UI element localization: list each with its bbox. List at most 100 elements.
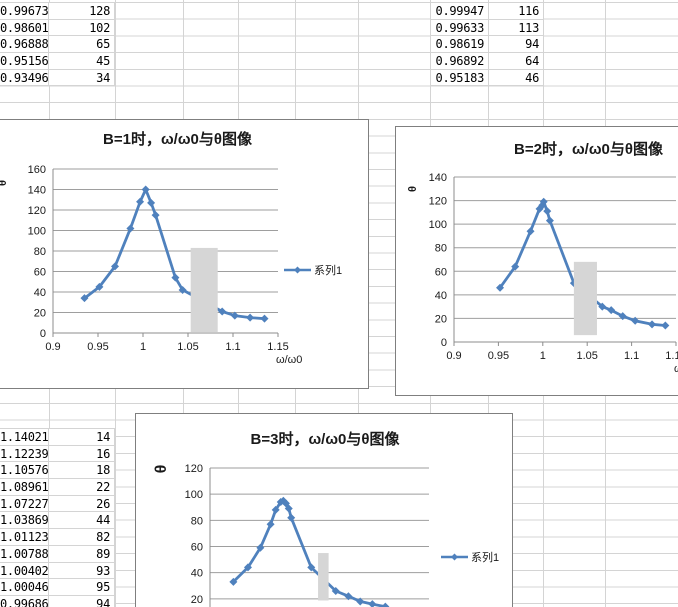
cell[interactable]: 94 xyxy=(489,36,544,54)
data-point-marker xyxy=(598,302,607,311)
chart-title: B=2时，ω/ω0与θ图像 xyxy=(514,140,664,158)
cell[interactable]: 94 xyxy=(49,595,115,607)
y-tick-label: 160 xyxy=(28,164,46,176)
legend[interactable]: 系列1 xyxy=(441,550,499,564)
data-point-marker xyxy=(287,513,296,522)
data-point-marker xyxy=(618,312,627,321)
y-tick-label: 40 xyxy=(34,287,46,299)
cell[interactable]: 0.99673 xyxy=(0,3,49,20)
data-point-marker xyxy=(526,227,535,236)
cell[interactable]: 0.95156 xyxy=(0,53,49,70)
cell[interactable]: 0.99686 xyxy=(0,595,49,607)
data-point-marker xyxy=(661,321,670,330)
cell[interactable]: 16 xyxy=(49,445,115,463)
data-point-marker xyxy=(307,563,316,572)
cell[interactable]: 1.03869 xyxy=(0,512,49,530)
cell[interactable]: 0.93496 xyxy=(0,69,49,87)
cell[interactable]: 18 xyxy=(49,462,115,480)
cell[interactable]: 93 xyxy=(49,562,115,580)
y-tick-label: 120 xyxy=(185,463,203,475)
y-tick-label: 60 xyxy=(191,542,203,554)
x-axis-label: ω/ω0 xyxy=(674,363,678,375)
data-point-marker xyxy=(607,306,616,315)
cell[interactable]: 0.96892 xyxy=(431,53,489,70)
cell[interactable]: 44 xyxy=(49,512,115,530)
data-point-marker xyxy=(266,520,275,529)
cell[interactable]: 102 xyxy=(49,19,115,37)
table-row: 1.08961 22 xyxy=(0,479,115,496)
cell[interactable]: 95 xyxy=(49,579,115,596)
x-tick-label: 1 xyxy=(540,350,546,362)
cell[interactable]: 26 xyxy=(49,495,115,513)
x-axis-label: ω/ω0 xyxy=(276,354,302,366)
y-tick-label: 120 xyxy=(28,205,46,217)
cell[interactable]: 1.07227 xyxy=(0,495,49,513)
table-row: 1.03869 44 xyxy=(0,512,115,530)
cell[interactable]: 116 xyxy=(489,3,544,20)
chart-title: B=1时，ω/ω0与θ图像 xyxy=(103,130,253,148)
table-row: 1.01123 82 xyxy=(0,529,115,546)
cell[interactable]: 14 xyxy=(49,429,115,446)
y-tick-label: 100 xyxy=(28,226,46,238)
cell[interactable]: 1.01123 xyxy=(0,529,49,546)
series-line xyxy=(83,188,266,321)
legend-marker xyxy=(451,553,458,561)
cell[interactable]: 89 xyxy=(49,545,115,563)
data-point-marker xyxy=(496,283,505,292)
chart-canvas-b3: 0.90.9511.051.11.151.2020406080100120B=3… xyxy=(153,430,499,607)
table-row: 1.10576 18 xyxy=(0,462,115,480)
cell[interactable]: 0.98601 xyxy=(0,19,49,37)
legend-label: 系列1 xyxy=(314,263,342,277)
cell[interactable]: 0.96888 xyxy=(0,36,49,54)
chart-canvas-b2: 0.9 0.95 1 1.05 1.1 1.15 0 20 40 60 80 100 120 140 B=2… xyxy=(407,140,678,375)
data-point-marker xyxy=(136,197,145,206)
cell[interactable]: 1.00402 xyxy=(0,562,49,580)
legend-marker xyxy=(294,266,301,274)
cell[interactable]: 65 xyxy=(49,36,115,54)
y-tick-label: 20 xyxy=(191,594,203,606)
y-tick-label: 80 xyxy=(34,246,46,258)
chart-b2[interactable]: 0.9 0.95 1 1.05 1.1 1.15 0 20 40 60 80 100 120 140 B=2… xyxy=(395,126,678,396)
x-tick-label: 0.95 xyxy=(488,350,509,362)
data-point-marker xyxy=(243,563,252,572)
y-tick-label: 0 xyxy=(40,328,46,340)
y-tick-label: 40 xyxy=(191,568,203,580)
cell[interactable]: 113 xyxy=(489,19,544,37)
x-tick-label: 0.95 xyxy=(87,341,108,353)
chart-b3[interactable]: 0.90.9511.051.11.151.2020406080100120B=3… xyxy=(135,413,513,607)
cell[interactable]: 0.99633 xyxy=(431,19,489,37)
x-tick-label: 1.15 xyxy=(665,350,678,362)
cell[interactable]: 128 xyxy=(49,3,115,20)
cell[interactable]: 0.95183 xyxy=(431,69,489,87)
y-axis-label: θ xyxy=(407,186,419,192)
data-point-marker xyxy=(95,282,104,291)
cell[interactable]: 1.00788 xyxy=(0,545,49,563)
chart-b1[interactable]: 0.9 0.95 1 1.05 1.1 1.15 0 20 40 60 80 100 120 140 160… xyxy=(0,119,369,389)
cell[interactable]: 22 xyxy=(49,479,115,496)
data-point-marker xyxy=(178,285,187,294)
cell[interactable]: 34 xyxy=(49,69,115,87)
cell[interactable]: 0.98619 xyxy=(431,36,489,54)
cell[interactable]: 0.99947 xyxy=(431,3,489,20)
data-point-marker xyxy=(381,602,390,607)
cell[interactable]: 64 xyxy=(489,53,544,70)
cell[interactable]: 1.00046 xyxy=(0,579,49,596)
y-tick-label: 140 xyxy=(429,172,447,184)
highlight-bar[interactable] xyxy=(190,247,218,332)
table-row: 1.12239 16 xyxy=(0,445,115,463)
highlight-bar[interactable] xyxy=(573,261,597,336)
x-tick-label: 0.9 xyxy=(45,341,60,353)
table-row: 0.99673 128 xyxy=(0,3,115,20)
cell[interactable]: 45 xyxy=(49,53,115,70)
highlight-bar[interactable] xyxy=(318,553,329,601)
cell[interactable]: 1.08961 xyxy=(0,479,49,496)
cell[interactable]: 1.14021 xyxy=(0,429,49,446)
cell[interactable]: 82 xyxy=(49,529,115,546)
cell[interactable]: 46 xyxy=(489,69,544,87)
y-tick-label: 20 xyxy=(34,308,46,320)
table-row: 0.98619 94 xyxy=(431,36,544,54)
cell[interactable]: 1.10576 xyxy=(0,462,49,480)
cell[interactable]: 1.12239 xyxy=(0,445,49,463)
legend[interactable]: 系列1 xyxy=(284,263,342,277)
